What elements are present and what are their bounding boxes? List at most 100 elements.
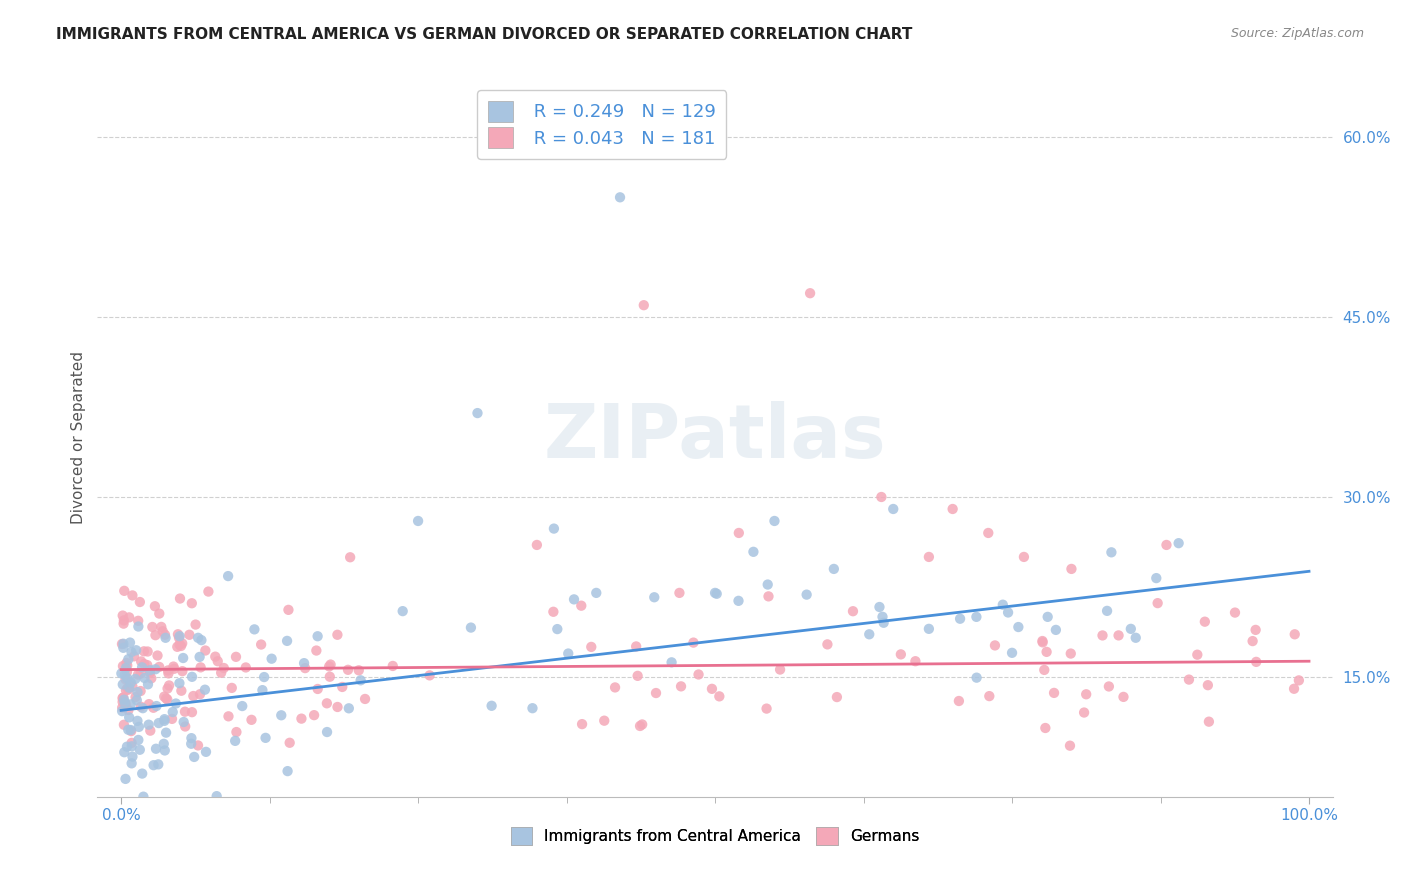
Point (727, 594, 749, 608)
Point (115, 658, 138, 673)
Point (815, 637, 838, 651)
Point (1099, 545, 1122, 559)
Point (188, 649, 211, 664)
Point (127, 733, 149, 747)
Point (1198, 714, 1220, 729)
Point (218, 709, 240, 723)
Point (1001, 646, 1024, 660)
Point (111, 659, 134, 673)
Point (143, 599, 166, 614)
Point (111, 691, 134, 706)
Point (1108, 628, 1130, 642)
Point (984, 639, 1007, 653)
Point (627, 669, 650, 683)
Point (217, 569, 239, 583)
Point (112, 616, 135, 631)
Point (991, 598, 1014, 612)
Point (115, 683, 138, 698)
Point (624, 640, 647, 654)
Point (166, 640, 188, 654)
Point (183, 750, 205, 764)
Point (668, 586, 690, 600)
Point (184, 617, 207, 632)
Point (305, 643, 328, 657)
Point (132, 789, 155, 804)
Point (526, 538, 548, 552)
Point (145, 662, 167, 676)
Point (127, 685, 149, 699)
Point (1194, 615, 1216, 629)
Point (966, 671, 988, 685)
Point (276, 633, 298, 648)
Point (1043, 686, 1066, 700)
Point (114, 698, 136, 712)
Point (704, 586, 727, 600)
Point (1098, 680, 1121, 694)
Point (243, 623, 266, 637)
Point (315, 696, 337, 710)
Point (112, 692, 135, 706)
Point (1036, 610, 1059, 624)
Point (231, 699, 253, 714)
Point (1284, 627, 1306, 641)
Point (1167, 536, 1189, 550)
Point (755, 701, 778, 715)
Point (319, 670, 342, 684)
Point (111, 704, 134, 718)
Point (115, 739, 138, 754)
Point (112, 690, 135, 705)
Point (460, 621, 482, 635)
Point (150, 620, 173, 634)
Point (114, 697, 136, 711)
Point (481, 698, 503, 713)
Point (111, 637, 134, 651)
Point (115, 665, 138, 679)
Point (569, 599, 592, 613)
Point (134, 671, 156, 685)
Point (170, 683, 193, 698)
Point (1244, 623, 1267, 637)
Point (294, 661, 316, 675)
Point (173, 714, 195, 729)
Point (142, 758, 165, 772)
Point (354, 692, 377, 706)
Point (152, 624, 174, 639)
Point (727, 525, 749, 540)
Point (131, 660, 153, 674)
Point (127, 614, 149, 628)
Point (180, 596, 202, 610)
Point (174, 719, 197, 733)
Point (307, 681, 329, 696)
Point (948, 694, 970, 708)
Point (825, 690, 848, 704)
Point (127, 714, 149, 728)
Point (121, 739, 143, 754)
Point (1031, 634, 1053, 648)
Point (270, 708, 292, 723)
Point (194, 643, 217, 657)
Point (162, 705, 184, 719)
Point (156, 664, 179, 678)
Point (467, 406, 489, 420)
Point (1012, 549, 1035, 564)
Point (543, 605, 565, 619)
Point (155, 691, 177, 706)
Point (181, 705, 204, 719)
Point (142, 700, 165, 714)
Point (260, 651, 283, 665)
Point (138, 697, 160, 711)
Point (603, 681, 626, 695)
Point (112, 718, 135, 732)
Point (114, 673, 136, 687)
Point (187, 631, 209, 645)
Point (419, 668, 441, 682)
Point (167, 627, 190, 641)
Point (172, 636, 194, 650)
Point (562, 592, 585, 607)
Point (145, 741, 167, 756)
Point (129, 654, 152, 668)
Point (1156, 538, 1178, 552)
Point (221, 681, 243, 695)
Point (139, 663, 162, 677)
Point (183, 689, 205, 703)
